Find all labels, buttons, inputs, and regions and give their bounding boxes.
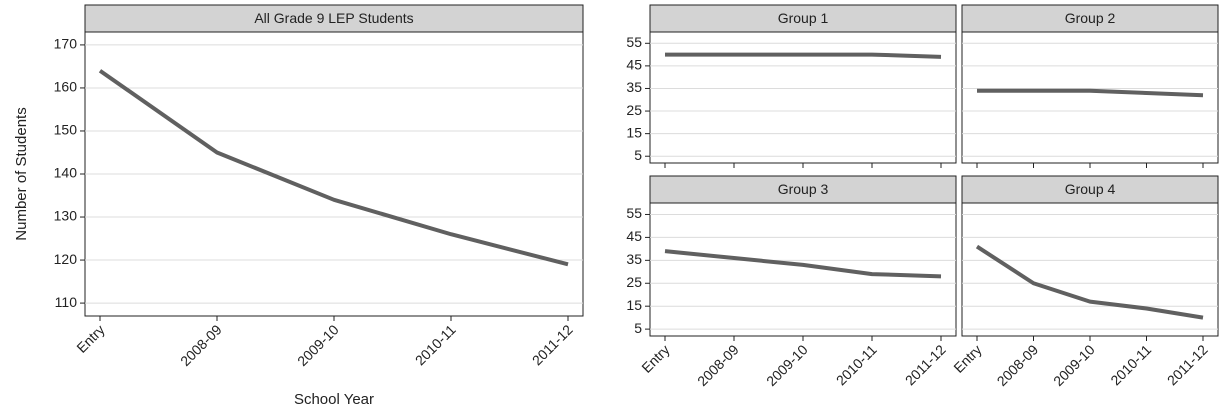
x-tick-label: 2011-12 bbox=[529, 321, 576, 368]
x-tick-label: Entry bbox=[950, 341, 984, 375]
line bbox=[665, 52, 942, 59]
x-tick-label: 2009-10 bbox=[763, 341, 811, 389]
line bbox=[975, 244, 1204, 320]
x-tick-label: 2008-09 bbox=[994, 341, 1042, 389]
y-tick-label: 140 bbox=[54, 165, 78, 181]
x-tick-label: Entry bbox=[73, 321, 107, 355]
strip bbox=[961, 175, 1219, 204]
y-tick-label: 55 bbox=[626, 34, 642, 50]
y-tick-label: 35 bbox=[626, 251, 642, 267]
y-axis-title: Number of Students bbox=[13, 107, 30, 240]
x-tick-label: 2010-11 bbox=[833, 341, 880, 388]
line bbox=[977, 88, 1204, 98]
y-tick-label: 45 bbox=[626, 228, 642, 244]
plot-frame bbox=[649, 31, 957, 164]
panel-title: Group 2 bbox=[1065, 10, 1116, 26]
x-tick-label: 2008-09 bbox=[694, 341, 742, 389]
x-tick-label: 2010-11 bbox=[1107, 341, 1154, 388]
x-axis-title: School Year bbox=[294, 391, 374, 408]
strip bbox=[649, 175, 957, 204]
x-tick-label: 2010-11 bbox=[412, 321, 459, 368]
y-tick-label: 170 bbox=[54, 36, 78, 52]
y-tick-label: 25 bbox=[626, 274, 642, 290]
line bbox=[98, 69, 569, 267]
strip bbox=[84, 4, 584, 33]
y-tick-label: 110 bbox=[55, 294, 78, 310]
x-tick-label: 2009-10 bbox=[1050, 341, 1098, 389]
panel-title: Group 3 bbox=[778, 181, 829, 197]
y-tick-label: 25 bbox=[626, 102, 642, 118]
strip bbox=[961, 4, 1219, 33]
panel-title: Group 1 bbox=[778, 10, 829, 26]
y-tick-label: 120 bbox=[54, 251, 78, 267]
panel-title: All Grade 9 LEP Students bbox=[254, 10, 413, 26]
plot-frame bbox=[961, 31, 1219, 164]
x-tick-label: 2008-09 bbox=[177, 321, 225, 369]
panel-title: Group 4 bbox=[1065, 181, 1116, 197]
y-tick-label: 150 bbox=[54, 122, 78, 138]
y-tick-label: 55 bbox=[626, 205, 642, 221]
y-tick-label: 5 bbox=[634, 320, 642, 336]
plot-frame bbox=[961, 202, 1219, 337]
y-tick-label: 35 bbox=[626, 79, 642, 95]
y-tick-label: 15 bbox=[626, 297, 642, 313]
x-tick-label: 2011-12 bbox=[1164, 341, 1211, 388]
x-tick-label: 2009-10 bbox=[294, 321, 342, 369]
x-tick-label: 2011-12 bbox=[902, 341, 949, 388]
y-tick-label: 5 bbox=[634, 147, 642, 163]
y-tick-label: 160 bbox=[54, 79, 78, 95]
y-tick-label: 45 bbox=[626, 57, 642, 73]
line bbox=[664, 249, 942, 279]
y-tick-label: 15 bbox=[626, 124, 642, 140]
plot-frame bbox=[649, 202, 957, 337]
x-tick-label: Entry bbox=[638, 341, 672, 375]
y-tick-label: 130 bbox=[54, 208, 78, 224]
